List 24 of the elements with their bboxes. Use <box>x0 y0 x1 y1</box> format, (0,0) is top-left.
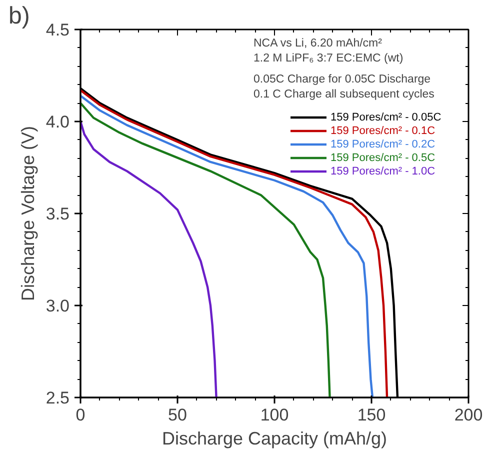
y-tick-label: 3.0 <box>46 296 70 316</box>
x-tick-label: 0 <box>76 406 86 424</box>
y-tick-label: 2.5 <box>46 388 70 408</box>
x-tick-label: 200 <box>454 406 483 424</box>
y-tick-label: 4.5 <box>46 20 70 40</box>
y-tick-label: 4.0 <box>46 112 70 132</box>
annotation: 1.2 M LiPF₆ 3:7 EC:EMC (wt) <box>254 52 404 64</box>
legend-label: 159 Pores/cm² - 1.0C <box>330 166 436 178</box>
legend-label: 159 Pores/cm² - 0.5C <box>330 152 436 164</box>
y-tick-label: 3.5 <box>46 204 70 224</box>
x-tick-label: 50 <box>168 406 187 424</box>
x-tick-label: 100 <box>260 406 289 424</box>
legend-label: 159 Pores/cm² - 0.2C <box>330 138 436 150</box>
x-tick-label: 150 <box>357 406 386 424</box>
annotation: NCA vs Li, 6.20 mAh/cm² <box>254 38 382 50</box>
line-series <box>80 102 331 398</box>
legend-label: 159 Pores/cm² - 0.05C <box>330 112 442 124</box>
text: b) <box>8 2 30 30</box>
legend-label: 159 Pores/cm² - 0.1C <box>330 125 436 137</box>
annotation: 0.05C Charge for 0.05C Discharge <box>254 74 431 86</box>
x-axis-title: Discharge Capacity (mAh/g) <box>162 428 388 448</box>
line-series <box>80 120 218 398</box>
y-axis-title: Discharge Voltage (V) <box>18 126 38 302</box>
annotation: 0.1 C Charge all subsequent cycles <box>254 88 435 100</box>
